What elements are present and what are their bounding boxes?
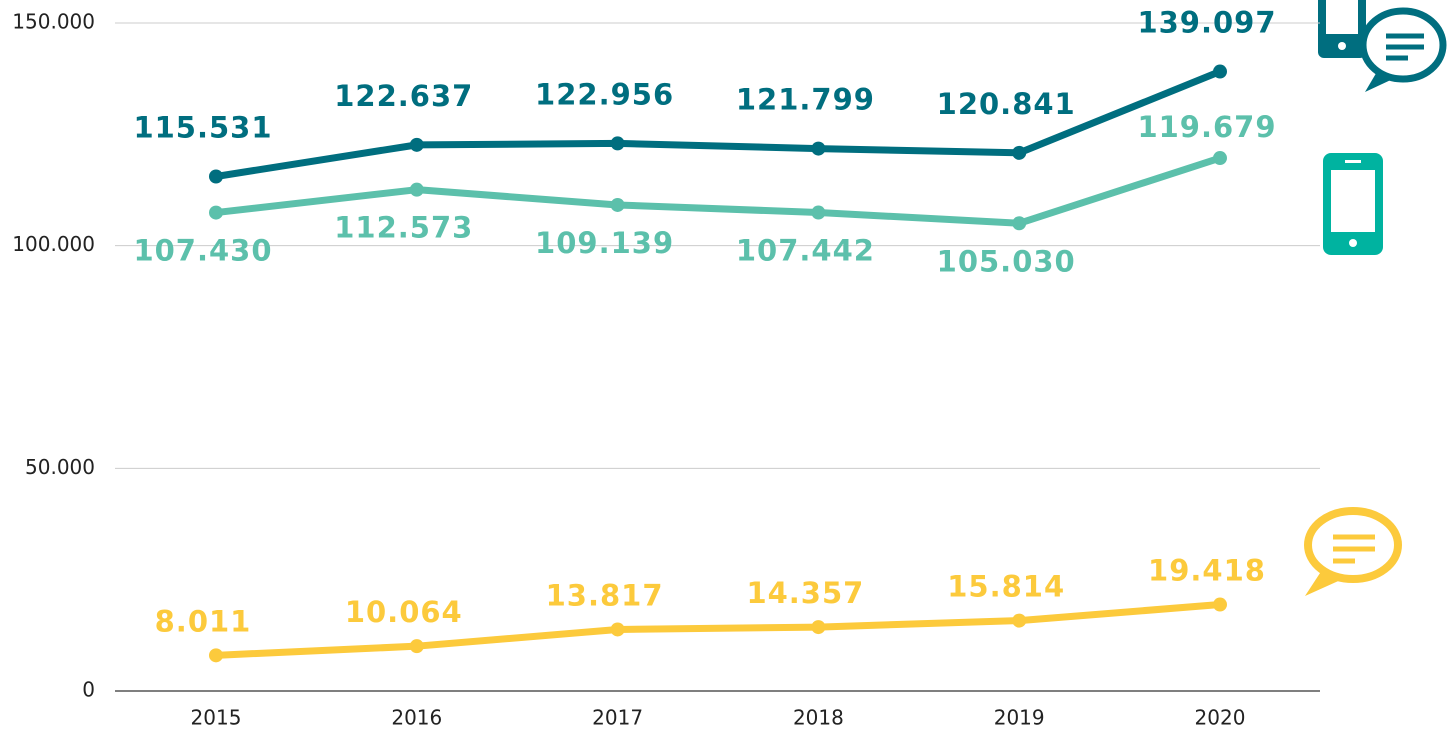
x-tick-label: 2018 bbox=[793, 706, 844, 730]
data-label: 19.418 bbox=[1148, 554, 1266, 588]
data-label: 15.814 bbox=[947, 570, 1065, 604]
data-label: 115.531 bbox=[133, 111, 272, 145]
point bbox=[409, 182, 424, 197]
point bbox=[409, 137, 424, 152]
data-label: 107.442 bbox=[736, 234, 875, 268]
point bbox=[811, 205, 826, 220]
point bbox=[1213, 597, 1227, 612]
x-tick-label: 2016 bbox=[391, 706, 442, 730]
line bbox=[215, 154, 1222, 227]
data-label: 112.573 bbox=[334, 211, 473, 245]
data-label: 105.030 bbox=[937, 244, 1076, 278]
data-label: 122.956 bbox=[535, 77, 674, 111]
point bbox=[1213, 64, 1227, 79]
data-label: 13.817 bbox=[546, 578, 664, 612]
data-label: 120.841 bbox=[937, 87, 1076, 121]
point bbox=[1213, 151, 1227, 166]
point bbox=[409, 639, 424, 654]
point bbox=[811, 141, 826, 156]
point bbox=[209, 205, 223, 220]
total-icon bbox=[1318, 0, 1447, 92]
line bbox=[215, 601, 1221, 659]
line bbox=[215, 68, 1222, 180]
y-tick-label: 150.000 bbox=[12, 10, 95, 34]
phone-icon bbox=[1323, 153, 1383, 255]
point bbox=[610, 622, 625, 637]
data-label: 121.799 bbox=[736, 83, 875, 117]
point bbox=[811, 620, 826, 635]
point bbox=[1012, 613, 1027, 628]
data-label: 122.637 bbox=[334, 79, 473, 113]
point bbox=[1012, 216, 1027, 231]
point bbox=[610, 136, 625, 151]
data-label: 139.097 bbox=[1137, 6, 1276, 40]
y-tick-label: 0 bbox=[82, 678, 95, 702]
x-tick-label: 2019 bbox=[994, 706, 1045, 730]
point bbox=[610, 197, 625, 212]
data-label: 107.430 bbox=[133, 234, 272, 268]
point bbox=[1012, 145, 1027, 160]
x-tick-label: 2017 bbox=[592, 706, 643, 730]
y-tick-label: 50.000 bbox=[25, 455, 95, 479]
data-label: 119.679 bbox=[1137, 110, 1276, 144]
data-label: 10.064 bbox=[345, 595, 463, 629]
x-tick-label: 2015 bbox=[191, 706, 242, 730]
data-label: 109.139 bbox=[535, 226, 674, 260]
point bbox=[209, 648, 223, 663]
point bbox=[209, 169, 223, 184]
message-icon bbox=[1304, 507, 1402, 596]
x-tick-label: 2020 bbox=[1195, 706, 1246, 730]
data-label: 14.357 bbox=[746, 576, 864, 610]
y-tick-label: 100.000 bbox=[12, 232, 95, 256]
data-label: 8.011 bbox=[155, 604, 252, 638]
